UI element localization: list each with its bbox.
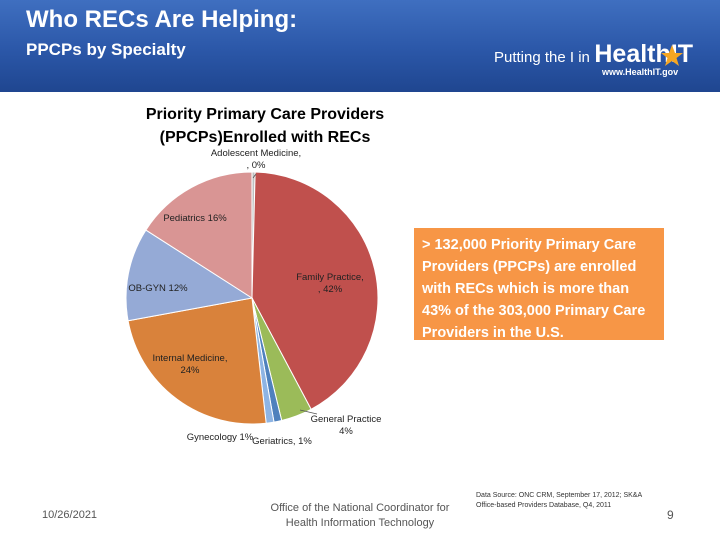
slice-label-gynecology: Gynecology 1% xyxy=(187,432,254,443)
slice-label-adolescent-medicine: Adolescent Medicine,, 0% xyxy=(211,148,301,171)
pie-slice-internal-medicine xyxy=(127,297,267,425)
slice-label-geriatrics: Geriatrics, 1% xyxy=(252,436,312,447)
slice-label-pediatrics: Pediatrics 16% xyxy=(163,213,227,224)
star-icon xyxy=(661,45,683,66)
footer-office: Office of the National Coordinator for H… xyxy=(270,502,450,529)
page-number: 9 xyxy=(667,508,674,522)
header-banner: Who RECs Are Helping: PPCPs by Specialty… xyxy=(0,0,720,92)
slide-subtitle: PPCPs by Specialty xyxy=(26,40,186,59)
callout-box: > 132,000 Priority Primary Care Provider… xyxy=(414,228,664,341)
chart-title: Priority Primary Care Providers (PPCPs)E… xyxy=(145,106,385,146)
pie-slice-ob-gyn xyxy=(125,229,254,322)
logo-text-small: Putting the I in xyxy=(494,49,590,66)
slice-label-family-practice: Family Practice,, 42% xyxy=(296,272,364,295)
footer-source: Data Source: ONC CRM, September 17, 2012… xyxy=(476,492,642,509)
logo-url: www.HealthIT.gov xyxy=(602,67,679,77)
slide-title: Who RECs Are Helping: xyxy=(26,6,298,33)
pie-slice-pediatrics xyxy=(145,171,253,299)
slice-label-ob-gyn: OB-GYN 12% xyxy=(128,283,188,294)
pie-slice-family-practice xyxy=(251,171,379,410)
slice-label-general-practice: General Practice 4% xyxy=(311,414,382,437)
leader-line xyxy=(252,173,257,179)
leader-line xyxy=(299,409,318,415)
footer-date: 10/26/2021 xyxy=(42,509,98,521)
slice-label-internal-medicine: Internal Medicine, 24% xyxy=(153,353,228,376)
healthit-logo: Putting the I in HealthIT www.HealthIT.g… xyxy=(494,38,694,82)
